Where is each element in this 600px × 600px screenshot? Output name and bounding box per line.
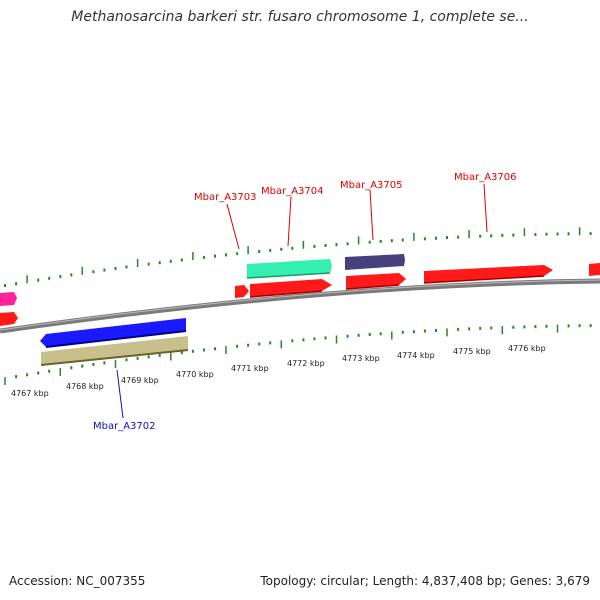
kbp-label: 4773 kbp	[342, 354, 380, 363]
forward-tick-row	[4, 227, 592, 287]
gene-red-small[interactable]	[235, 285, 249, 298]
kbp-label: 4776 kbp	[508, 344, 546, 353]
gene-mint[interactable]	[247, 259, 332, 278]
gene-label-mbar-a3706[interactable]: Mbar_A3706	[454, 172, 517, 183]
gene-red-3704[interactable]	[250, 279, 332, 297]
gene-navy[interactable]	[345, 254, 405, 270]
kbp-label: 4775 kbp	[453, 347, 491, 356]
chromosome-backbone	[0, 278, 600, 334]
kbp-label: 4774 kbp	[397, 351, 435, 360]
map-title: Methanosarcina barkeri str. fusaro chrom…	[71, 9, 529, 25]
gene-labels: Mbar_A3703 Mbar_A3704 Mbar_A3705 Mbar_A3…	[93, 172, 517, 432]
forward-genes	[0, 254, 600, 326]
gene-red-3706[interactable]	[424, 265, 553, 283]
kbp-label: 4772 kbp	[287, 359, 325, 368]
gene-label-mbar-a3705[interactable]: Mbar_A3705	[340, 180, 403, 191]
genome-summary-text: Topology: circular; Length: 4,837,408 bp…	[260, 574, 590, 588]
kbp-label: 4768 kbp	[66, 382, 104, 391]
accession-text: Accession: NC_007355	[9, 574, 146, 588]
gene-red-partial-right[interactable]	[589, 263, 600, 276]
gene-khaki-3702[interactable]	[41, 336, 188, 365]
label-leaders	[116, 183, 488, 419]
kbp-labels: 4767 kbp 4768 kbp 4769 kbp 4770 kbp 4771…	[11, 344, 546, 398]
kbp-label: 4767 kbp	[11, 389, 49, 398]
reverse-genes	[40, 318, 189, 366]
kbp-label: 4771 kbp	[231, 364, 269, 373]
reverse-tick-row	[4, 324, 592, 385]
gene-blue[interactable]	[40, 318, 186, 347]
gene-pink-partial[interactable]	[0, 292, 17, 306]
kbp-label: 4770 kbp	[176, 370, 214, 379]
gene-red-partial-left[interactable]	[0, 312, 18, 326]
kbp-label: 4769 kbp	[121, 376, 159, 385]
gene-label-mbar-a3703[interactable]: Mbar_A3703	[194, 192, 257, 203]
gene-label-mbar-a3702[interactable]: Mbar_A3702	[93, 421, 156, 432]
gene-label-mbar-a3704[interactable]: Mbar_A3704	[261, 186, 324, 197]
